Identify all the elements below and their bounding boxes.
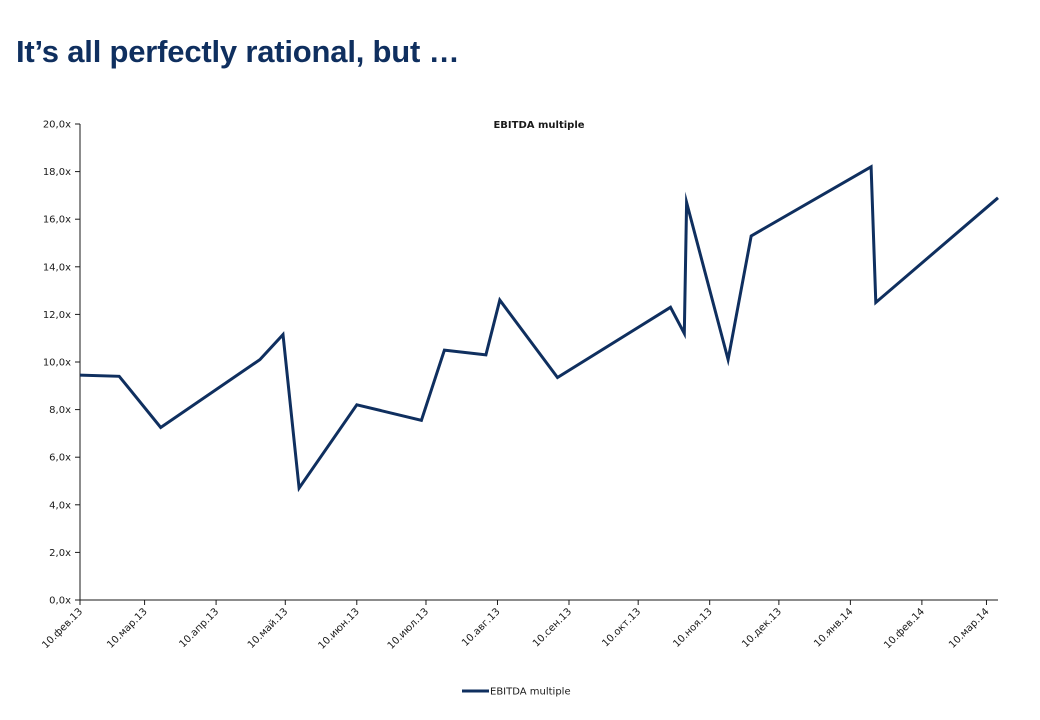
series-line bbox=[79, 164, 999, 493]
x-tick-label: 10.авг.13 bbox=[460, 606, 502, 648]
x-tick-label: 10.фев.13 bbox=[40, 606, 85, 651]
y-tick-label: 14,0x bbox=[43, 262, 71, 273]
y-tick-label: 8,0x bbox=[49, 405, 71, 416]
legend-label: EBITDA multiple bbox=[490, 687, 571, 698]
y-tick-label: 2,0x bbox=[49, 548, 71, 559]
y-tick-label: 20,0x bbox=[43, 120, 71, 131]
x-tick-label: 10.мар.13 bbox=[105, 606, 149, 650]
slide-title: It’s all perfectly rational, but … bbox=[16, 34, 460, 69]
x-tick-label: 10.май.13 bbox=[246, 606, 291, 651]
x-tick-label: 10.дек.13 bbox=[740, 606, 784, 650]
chart-title: EBITDA multiple bbox=[493, 120, 584, 131]
series-layer bbox=[79, 164, 999, 493]
x-tick-label: 10.мар.14 bbox=[947, 606, 991, 650]
y-tick-label: 16,0x bbox=[43, 215, 71, 226]
y-tick-label: 12,0x bbox=[43, 310, 71, 321]
x-tick-label: 10.окт.13 bbox=[600, 606, 643, 649]
x-tick-label: 10.фев.14 bbox=[882, 606, 927, 651]
y-tick-label: 10,0x bbox=[43, 358, 71, 369]
x-tick-label: 10.июн.13 bbox=[316, 606, 361, 651]
chart-legend: EBITDA multiple bbox=[462, 687, 571, 698]
x-tick-label: 10.апр.13 bbox=[177, 606, 221, 650]
x-tick-label: 10.янв.14 bbox=[812, 606, 855, 649]
y-tick-label: 6,0x bbox=[49, 453, 71, 464]
y-tick-label: 18,0x bbox=[43, 167, 71, 178]
x-tick-label: 10.сен.13 bbox=[531, 606, 574, 649]
x-tick-label: 10.июл.13 bbox=[386, 606, 431, 651]
chart-axes: 0,0x 2,0x 4,0x 6,0x 8,0x 10,0x 12,0x 14,0x 16,0x… bbox=[40, 120, 998, 652]
y-tick-label: 4,0x bbox=[49, 500, 71, 511]
y-tick-label: 0,0x bbox=[49, 596, 71, 607]
x-tick-label: 10.ноя.13 bbox=[671, 606, 714, 649]
